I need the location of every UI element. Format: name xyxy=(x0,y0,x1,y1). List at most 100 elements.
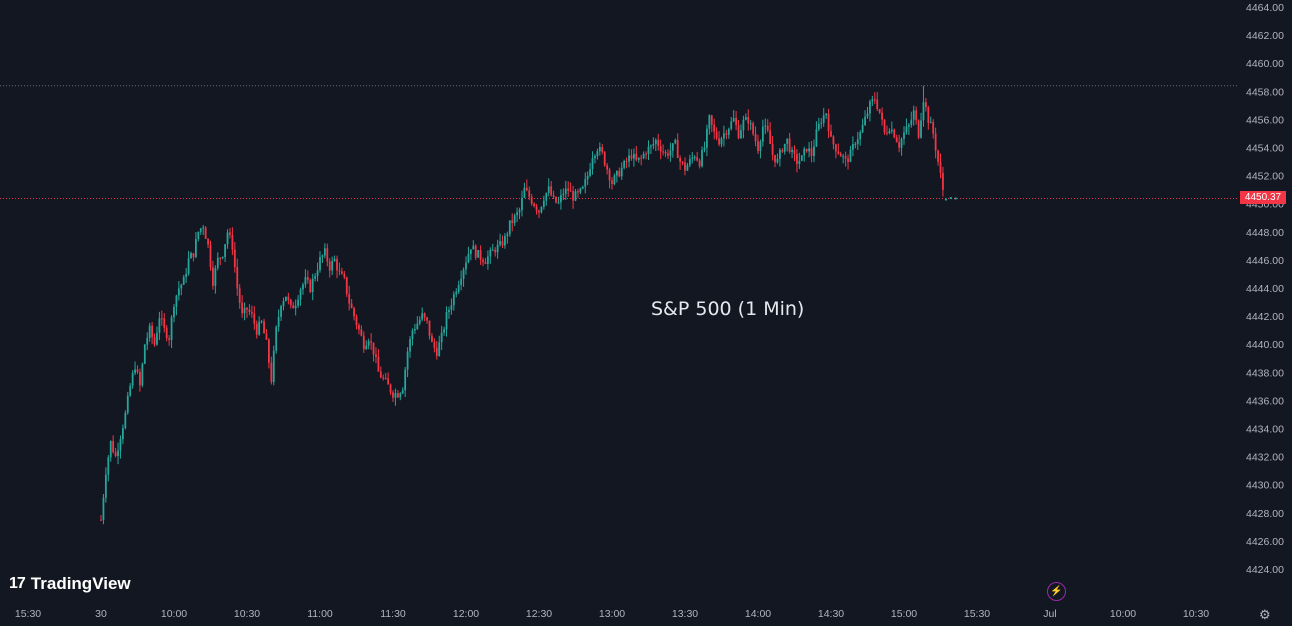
candle xyxy=(523,182,526,199)
candle xyxy=(788,132,791,154)
candle xyxy=(842,153,845,164)
candle xyxy=(669,142,672,162)
candle xyxy=(881,107,883,126)
candle xyxy=(477,249,480,258)
candle xyxy=(793,145,796,162)
chart-title: S&P 500 (1 Min) xyxy=(651,298,805,320)
candle xyxy=(771,136,774,161)
candle xyxy=(757,134,759,154)
candle xyxy=(394,388,397,406)
candle xyxy=(817,117,820,132)
candle xyxy=(798,152,801,169)
candle xyxy=(104,467,107,503)
candle xyxy=(139,368,141,392)
candle xyxy=(525,179,528,192)
candle xyxy=(555,196,557,204)
candle xyxy=(158,311,161,340)
candle xyxy=(416,316,419,330)
candle xyxy=(667,149,669,160)
candle xyxy=(136,365,139,375)
candle xyxy=(917,119,920,140)
candle xyxy=(698,158,701,169)
candle xyxy=(905,118,908,135)
candle xyxy=(250,305,253,318)
candle xyxy=(774,154,776,168)
candle xyxy=(796,149,798,173)
time-axis[interactable]: 15:30 30 10:00 10:30 11:00 11:30 12:00 12:30 13:… xyxy=(15,608,1209,620)
candle xyxy=(572,185,574,209)
candle xyxy=(808,141,810,158)
candle xyxy=(713,118,716,140)
candle xyxy=(292,301,295,309)
candle xyxy=(591,151,594,175)
candle xyxy=(438,335,441,357)
after-hours-candle xyxy=(954,197,957,200)
candle xyxy=(365,340,368,350)
candle xyxy=(876,92,879,111)
candle xyxy=(606,162,609,175)
tradingview-wordmark: TradingView xyxy=(30,574,131,593)
candle xyxy=(126,391,129,415)
candle xyxy=(506,231,509,244)
candle xyxy=(141,362,144,388)
candle xyxy=(730,117,733,131)
x-tick-label: 11:00 xyxy=(307,608,333,620)
candle xyxy=(192,252,195,262)
candle xyxy=(462,267,465,287)
price-axis[interactable]: 4424.00 4426.00 4428.00 4430.00 4432.00 4434.… xyxy=(1246,2,1284,576)
candle xyxy=(431,333,433,343)
candle xyxy=(460,270,463,291)
candle xyxy=(640,154,643,166)
candle xyxy=(564,180,567,200)
candle xyxy=(779,147,781,167)
candle xyxy=(396,390,399,399)
candle xyxy=(392,390,394,402)
candle xyxy=(190,251,192,259)
lightning-icon[interactable]: ⚡ xyxy=(1047,582,1066,601)
candle xyxy=(199,227,202,235)
candle xyxy=(491,243,494,251)
candle xyxy=(241,295,244,318)
candle xyxy=(886,125,888,136)
candle xyxy=(496,239,499,259)
candle xyxy=(623,159,626,170)
x-tick-label: 10:00 xyxy=(161,608,187,620)
candle xyxy=(469,249,472,261)
x-tick-label: 14:30 xyxy=(818,608,844,620)
candle xyxy=(107,455,110,482)
candle xyxy=(343,270,346,280)
candle xyxy=(153,333,156,347)
candle xyxy=(516,207,518,223)
candle xyxy=(362,331,365,353)
candle xyxy=(209,240,212,271)
candle xyxy=(657,133,660,151)
candle xyxy=(494,247,497,257)
candle xyxy=(611,177,613,190)
candle xyxy=(445,306,448,337)
y-tick-label: 4434.00 xyxy=(1246,423,1284,435)
y-tick-label: 4436.00 xyxy=(1246,395,1284,407)
y-tick-label: 4448.00 xyxy=(1246,227,1284,239)
candle xyxy=(720,136,723,148)
tradingview-logo[interactable]: 17 TradingView xyxy=(9,574,131,594)
candle xyxy=(375,347,377,364)
candle xyxy=(499,233,501,247)
candle xyxy=(260,319,263,324)
candle xyxy=(684,157,686,176)
candle xyxy=(134,361,136,376)
y-tick-label: 4446.00 xyxy=(1246,255,1284,267)
x-tick-label: 10:00 xyxy=(1110,608,1136,620)
x-tick-label: Jul xyxy=(1043,608,1056,620)
candle xyxy=(379,366,382,379)
candle xyxy=(258,316,261,336)
candle xyxy=(182,274,185,285)
settings-gear-icon[interactable]: ⚙ xyxy=(1259,607,1271,622)
candle xyxy=(761,119,764,147)
candle xyxy=(202,224,205,236)
candle xyxy=(912,105,915,126)
x-tick-label: 13:00 xyxy=(599,608,625,620)
candle xyxy=(333,255,336,262)
candle xyxy=(221,256,224,260)
candle xyxy=(615,170,618,183)
